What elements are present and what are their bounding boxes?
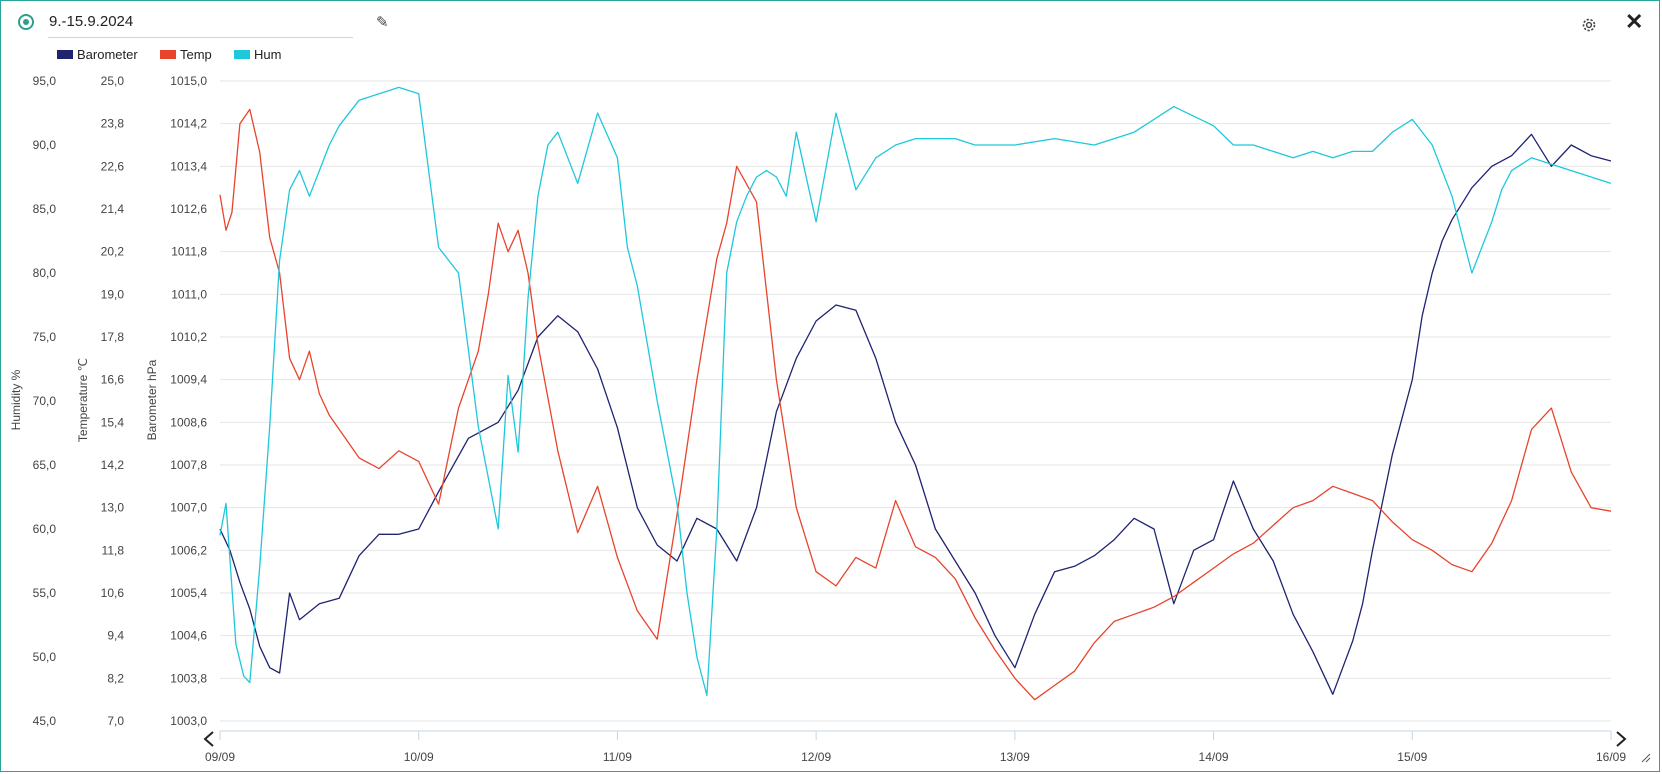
y-tick-label: 1015,0 [170, 74, 207, 88]
y-tick-label: 70,0 [33, 394, 57, 408]
series-line-temp [219, 108, 1612, 701]
chevron-right-icon [1616, 731, 1627, 747]
y-axis-title: Barometer hPa [145, 359, 159, 440]
y-tick-label: 1004,6 [170, 629, 207, 643]
x-tick-label: 11/09 [603, 750, 632, 764]
y-tick-label: 22,6 [101, 159, 125, 173]
x-tick-label: 16/09 [1596, 750, 1626, 764]
y-tick-label: 65,0 [33, 458, 57, 472]
series-line-barometer [219, 133, 1612, 695]
x-tick-label: 13/09 [1000, 750, 1030, 764]
y-tick-label: 1010,2 [170, 330, 207, 344]
y-tick-label: 1003,0 [170, 714, 207, 728]
resize-handle-icon[interactable] [1641, 753, 1651, 763]
y-axis-title: Temperature ℃ [76, 358, 90, 442]
header-bar: 9.-15.9.2024 ✎ ✕ [17, 11, 1647, 39]
y-tick-label: 60,0 [33, 522, 57, 536]
legend-item-barometer[interactable]: Barometer [57, 47, 138, 62]
title-underline [48, 37, 353, 38]
legend-swatch [57, 50, 73, 59]
legend-swatch [160, 50, 176, 59]
y-tick-label: 1013,4 [170, 159, 207, 173]
legend-item-hum[interactable]: Hum [234, 47, 281, 62]
gear-icon[interactable] [1581, 17, 1597, 38]
y-tick-label: 45,0 [33, 714, 57, 728]
y-tick-label: 1003,8 [170, 671, 207, 685]
y-tick-label: 19,0 [101, 287, 125, 301]
y-tick-label: 16,6 [101, 373, 125, 387]
y-tick-label: 21,4 [101, 202, 125, 216]
y-tick-label: 13,0 [101, 501, 125, 515]
legend-swatch [234, 50, 250, 59]
y-tick-label: 1011,8 [171, 245, 207, 259]
y-tick-label: 1007,8 [170, 458, 207, 472]
y-tick-label: 11,8 [102, 543, 125, 557]
legend-label: Hum [254, 47, 282, 62]
legend-label: Barometer [77, 47, 138, 62]
x-tick-label: 10/09 [404, 750, 434, 764]
legend-item-temp[interactable]: Temp [160, 47, 212, 62]
chevron-left-icon [203, 731, 214, 747]
legend-label: Temp [180, 47, 212, 62]
y-tick-label: 55,0 [33, 586, 57, 600]
close-icon[interactable]: ✕ [1625, 9, 1644, 34]
y-tick-label: 1005,4 [170, 586, 207, 600]
y-tick-label: 50,0 [33, 650, 57, 664]
x-tick-label: 15/09 [1397, 750, 1427, 764]
y-tick-label: 14,2 [101, 458, 125, 472]
y-tick-label: 1011,0 [171, 287, 207, 301]
pencil-icon[interactable]: ✎ [376, 14, 389, 31]
x-tick-label: 09/09 [205, 750, 235, 764]
y-tick-label: 1009,4 [170, 373, 207, 387]
y-tick-label: 85,0 [33, 202, 57, 216]
y-tick-label: 95,0 [33, 74, 57, 88]
y-tick-label: 1007,0 [170, 501, 207, 515]
y-tick-label: 10,6 [101, 586, 125, 600]
y-tick-label: 7,0 [107, 714, 124, 728]
y-tick-label: 1012,6 [170, 202, 207, 216]
y-tick-label: 8,2 [107, 671, 124, 685]
y-tick-label: 75,0 [33, 330, 57, 344]
y-tick-label: 90,0 [33, 138, 57, 152]
y-tick-label: 1008,6 [170, 415, 207, 429]
y-tick-label: 1006,2 [170, 543, 207, 557]
y-tick-label: 23,8 [101, 117, 125, 131]
select-radio[interactable] [18, 14, 34, 30]
y-tick-label: 20,2 [101, 245, 125, 259]
chart-title[interactable]: 9.-15.9.2024 [49, 13, 134, 30]
y-tick-label: 15,4 [101, 415, 125, 429]
x-tick-label: 14/09 [1199, 750, 1229, 764]
y-tick-label: 9,4 [107, 629, 124, 643]
y-tick-label: 80,0 [33, 266, 57, 280]
y-tick-label: 17,8 [101, 330, 125, 344]
y-tick-label: 25,0 [101, 74, 125, 88]
y-axis-title: Humidity % [9, 369, 23, 430]
y-tick-label: 1014,2 [170, 117, 207, 131]
series-line-hum [219, 86, 1612, 697]
x-tick-label: 12/09 [801, 750, 831, 764]
